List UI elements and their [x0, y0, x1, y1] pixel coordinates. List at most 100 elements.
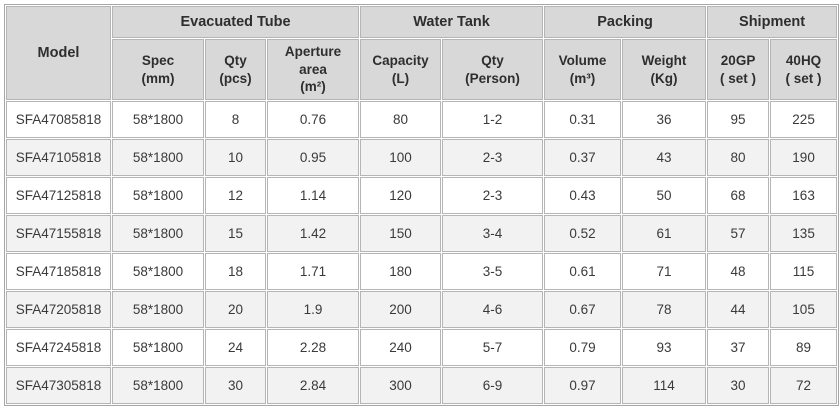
col-header-volume: Volume (m³): [544, 39, 622, 100]
col-header-qty-person: Qty (Person): [442, 39, 544, 100]
cell-aperture-area: 2.84: [267, 367, 360, 404]
cell-20gp: 44: [707, 291, 770, 328]
cell-capacity: 200: [360, 291, 442, 328]
table-body: SFA47085818 58*1800 8 0.76 80 1-2 0.31 3…: [6, 101, 838, 404]
cell-40hq: 89: [770, 329, 838, 366]
cell-spec: 58*1800: [112, 101, 204, 138]
cell-spec: 58*1800: [112, 139, 204, 176]
col-header-weight: Weight (Kg): [622, 39, 707, 100]
cell-model: SFA47185818: [6, 253, 111, 290]
cell-capacity: 180: [360, 253, 442, 290]
cell-20gp: 57: [707, 215, 770, 252]
col-header-aperture-area: Aperture area (m²): [267, 39, 360, 100]
cell-40hq: 190: [770, 139, 838, 176]
product-spec-table: Model Evacuated Tube Water Tank Packing …: [4, 4, 840, 406]
cell-capacity: 300: [360, 367, 442, 404]
table-header: Model Evacuated Tube Water Tank Packing …: [6, 6, 838, 100]
cell-capacity: 120: [360, 177, 442, 214]
cell-spec: 58*1800: [112, 253, 204, 290]
group-header-packing: Packing: [544, 6, 707, 38]
cell-weight: 114: [622, 367, 707, 404]
col-header-qty-pcs: Qty (pcs): [205, 39, 266, 100]
table-row: SFA47205818 58*1800 20 1.9 200 4-6 0.67 …: [6, 291, 838, 328]
cell-model: SFA47205818: [6, 291, 111, 328]
cell-qty-pcs: 24: [205, 329, 266, 366]
cell-weight: 93: [622, 329, 707, 366]
cell-qty-person: 2-3: [442, 177, 544, 214]
table-row: SFA47245818 58*1800 24 2.28 240 5-7 0.79…: [6, 329, 838, 366]
col-header-capacity: Capacity (L): [360, 39, 442, 100]
cell-qty-pcs: 18: [205, 253, 266, 290]
cell-volume: 0.79: [544, 329, 622, 366]
cell-40hq: 163: [770, 177, 838, 214]
group-header-water-tank: Water Tank: [360, 6, 544, 38]
cell-qty-person: 5-7: [442, 329, 544, 366]
cell-qty-pcs: 12: [205, 177, 266, 214]
cell-model: SFA47105818: [6, 139, 111, 176]
cell-capacity: 80: [360, 101, 442, 138]
cell-qty-pcs: 15: [205, 215, 266, 252]
cell-qty-person: 4-6: [442, 291, 544, 328]
cell-20gp: 48: [707, 253, 770, 290]
cell-volume: 0.67: [544, 291, 622, 328]
cell-model: SFA47155818: [6, 215, 111, 252]
cell-weight: 61: [622, 215, 707, 252]
cell-40hq: 105: [770, 291, 838, 328]
cell-volume: 0.61: [544, 253, 622, 290]
cell-aperture-area: 0.76: [267, 101, 360, 138]
cell-capacity: 150: [360, 215, 442, 252]
cell-20gp: 95: [707, 101, 770, 138]
table-row: SFA47085818 58*1800 8 0.76 80 1-2 0.31 3…: [6, 101, 838, 138]
cell-spec: 58*1800: [112, 177, 204, 214]
cell-aperture-area: 0.95: [267, 139, 360, 176]
cell-weight: 36: [622, 101, 707, 138]
cell-spec: 58*1800: [112, 215, 204, 252]
cell-capacity: 240: [360, 329, 442, 366]
cell-20gp: 68: [707, 177, 770, 214]
cell-qty-pcs: 8: [205, 101, 266, 138]
col-header-20gp: 20GP ( set ): [707, 39, 770, 100]
cell-spec: 58*1800: [112, 367, 204, 404]
cell-20gp: 30: [707, 367, 770, 404]
table-row: SFA47185818 58*1800 18 1.71 180 3-5 0.61…: [6, 253, 838, 290]
cell-aperture-area: 2.28: [267, 329, 360, 366]
cell-aperture-area: 1.42: [267, 215, 360, 252]
cell-volume: 0.37: [544, 139, 622, 176]
cell-spec: 58*1800: [112, 291, 204, 328]
cell-aperture-area: 1.71: [267, 253, 360, 290]
header-group-row: Model Evacuated Tube Water Tank Packing …: [6, 6, 838, 100]
cell-weight: 78: [622, 291, 707, 328]
cell-40hq: 72: [770, 367, 838, 404]
cell-qty-pcs: 10: [205, 139, 266, 176]
cell-qty-person: 2-3: [442, 139, 544, 176]
table-row: SFA47305818 58*1800 30 2.84 300 6-9 0.97…: [6, 367, 838, 404]
cell-weight: 43: [622, 139, 707, 176]
col-header-spec: Spec (mm): [112, 39, 204, 100]
cell-aperture-area: 1.14: [267, 177, 360, 214]
group-header-evacuated-tube: Evacuated Tube: [112, 6, 360, 38]
cell-20gp: 37: [707, 329, 770, 366]
cell-qty-person: 6-9: [442, 367, 544, 404]
table-row: SFA47155818 58*1800 15 1.42 150 3-4 0.52…: [6, 215, 838, 252]
cell-capacity: 100: [360, 139, 442, 176]
cell-volume: 0.31: [544, 101, 622, 138]
cell-model: SFA47085818: [6, 101, 111, 138]
cell-20gp: 80: [707, 139, 770, 176]
cell-spec: 58*1800: [112, 329, 204, 366]
table-row: SFA47105818 58*1800 10 0.95 100 2-3 0.37…: [6, 139, 838, 176]
table-row: SFA47125818 58*1800 12 1.14 120 2-3 0.43…: [6, 177, 838, 214]
cell-40hq: 135: [770, 215, 838, 252]
cell-weight: 50: [622, 177, 707, 214]
cell-40hq: 225: [770, 101, 838, 138]
cell-qty-pcs: 20: [205, 291, 266, 328]
cell-model: SFA47245818: [6, 329, 111, 366]
cell-volume: 0.97: [544, 367, 622, 404]
cell-qty-pcs: 30: [205, 367, 266, 404]
header-sub-row: Spec (mm) Qty (pcs) Aperture area (m²) C…: [6, 39, 838, 100]
col-header-40hq: 40HQ ( set ): [770, 39, 838, 100]
cell-volume: 0.52: [544, 215, 622, 252]
cell-qty-person: 3-5: [442, 253, 544, 290]
cell-40hq: 115: [770, 253, 838, 290]
cell-qty-person: 3-4: [442, 215, 544, 252]
